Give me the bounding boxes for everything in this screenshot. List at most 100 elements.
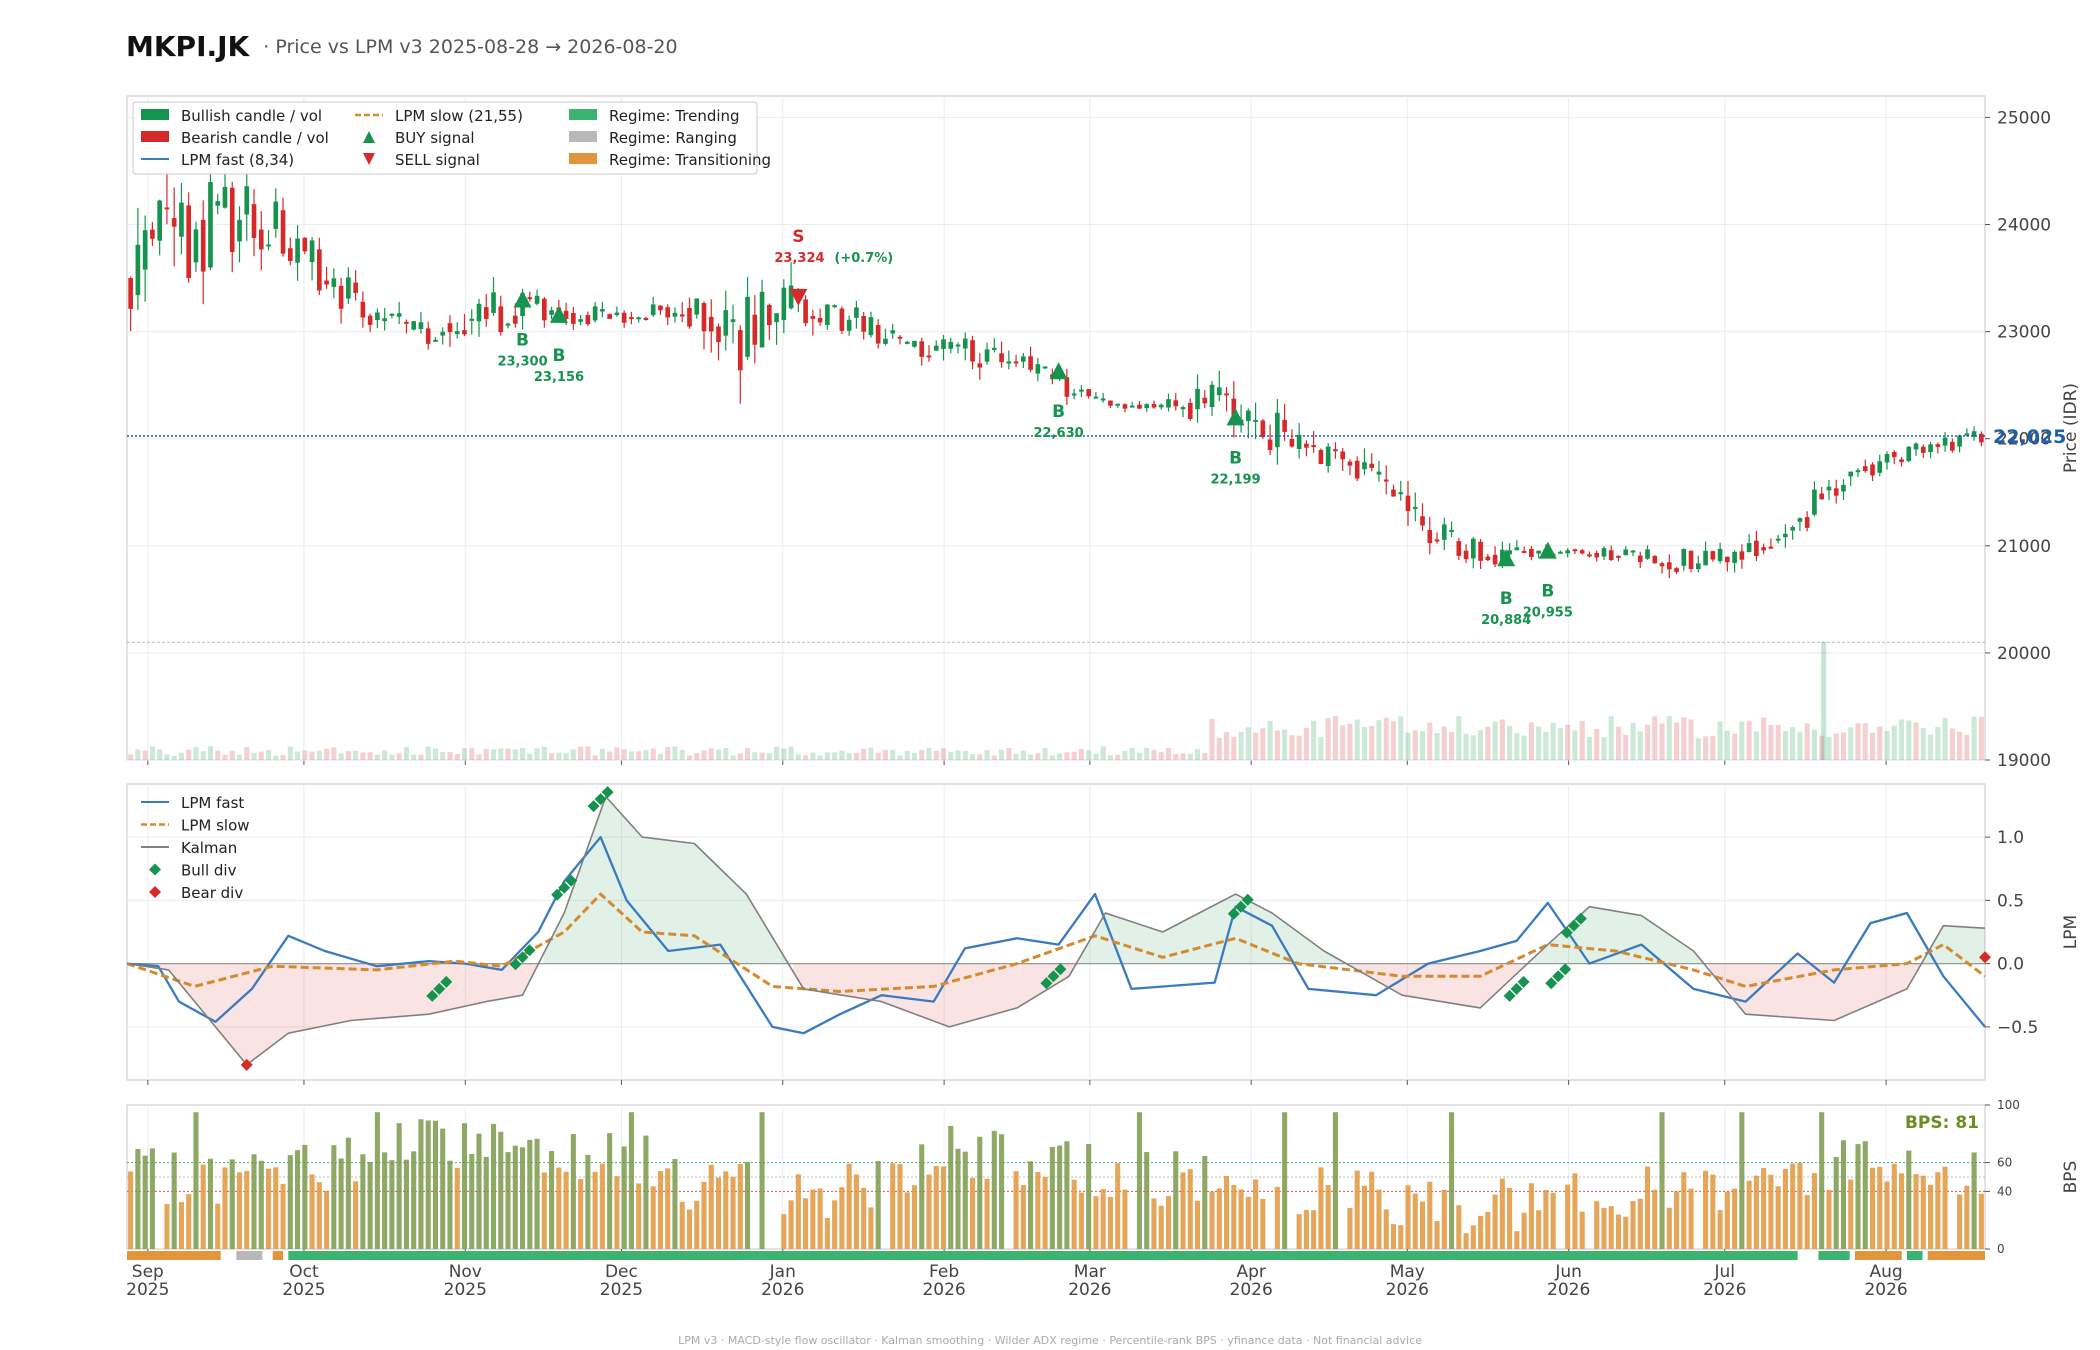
volume-bar xyxy=(1318,737,1324,760)
candle-body xyxy=(1151,404,1157,408)
volume-bar xyxy=(643,749,649,760)
volume-bar xyxy=(1165,748,1172,760)
candle-body xyxy=(716,326,721,343)
bps-bar xyxy=(382,1152,388,1249)
candle-body xyxy=(411,321,417,330)
candle-body xyxy=(1717,548,1723,562)
candle-body xyxy=(425,328,431,344)
bps-bar xyxy=(1659,1112,1665,1249)
bps-bar xyxy=(505,1152,511,1249)
bps-bar xyxy=(861,1187,867,1249)
candle-body xyxy=(774,313,779,323)
bull-divergence-marker xyxy=(594,793,607,806)
bps-bar xyxy=(904,1192,910,1249)
volume-bar xyxy=(287,746,293,760)
candle-body xyxy=(1761,547,1766,551)
candle-body xyxy=(498,306,504,333)
candle-body xyxy=(919,341,925,357)
candle-body xyxy=(788,285,794,309)
volume-bar xyxy=(1499,719,1505,760)
volume-bar xyxy=(657,753,663,760)
bps-bar xyxy=(374,1112,380,1249)
candle-body xyxy=(1928,444,1933,453)
volume-bar xyxy=(1369,725,1375,760)
candle-body xyxy=(1507,550,1512,555)
x-tick-label-month: Oct xyxy=(289,1262,319,1282)
bps-bar xyxy=(1296,1214,1302,1249)
volume-bar xyxy=(461,748,468,760)
x-tick-label-year: 2025 xyxy=(444,1280,487,1300)
bps-bar xyxy=(469,1153,475,1249)
candle-body xyxy=(302,237,308,252)
volume-bar xyxy=(1615,726,1622,760)
price-legend-label: Bullish candle / vol xyxy=(181,107,322,125)
bps-bar xyxy=(1035,1172,1041,1249)
bps-bar xyxy=(1158,1205,1164,1249)
bps-bar xyxy=(1456,1205,1462,1249)
bps-bar xyxy=(1115,1163,1121,1249)
candle-body xyxy=(1318,450,1324,465)
kalman-line xyxy=(126,795,1986,1066)
bps-bar xyxy=(1224,1175,1230,1249)
candle-body xyxy=(317,249,322,291)
volume-bar xyxy=(1202,752,1208,760)
x-tick-label-year: 2026 xyxy=(1547,1280,1590,1300)
bps-bar xyxy=(1652,1189,1658,1249)
bps-bar xyxy=(1724,1191,1730,1249)
bps-bar xyxy=(1971,1152,1977,1249)
candle-body xyxy=(1790,527,1795,531)
candle-body xyxy=(1754,540,1759,557)
buy-signal-price: 20,884 xyxy=(1481,613,1531,628)
x-tick-label-month: Nov xyxy=(449,1262,482,1282)
bps-bar xyxy=(1042,1176,1048,1249)
volume-bar xyxy=(969,754,976,760)
candle-body xyxy=(1572,549,1578,552)
candle-body xyxy=(1296,434,1302,450)
candle-body xyxy=(353,282,358,293)
volume-bar xyxy=(1935,727,1941,760)
candle-body xyxy=(1209,384,1215,408)
candle-body xyxy=(1405,495,1411,512)
volume-bar xyxy=(1913,722,1919,760)
volume-bar xyxy=(309,751,315,760)
volume-bar xyxy=(164,754,170,760)
bps-bar xyxy=(1884,1181,1890,1249)
volume-bar xyxy=(171,755,177,760)
volume-bar xyxy=(1035,753,1041,760)
candle-body xyxy=(237,219,242,242)
bps-bar xyxy=(1274,1186,1280,1249)
candle-body xyxy=(1144,404,1150,409)
candle-body xyxy=(1920,446,1926,453)
bps-bar xyxy=(1514,1231,1520,1249)
candle-body xyxy=(512,315,518,324)
bps-y-axis-label: BPS xyxy=(2061,1161,2081,1194)
bps-bar xyxy=(1717,1210,1723,1249)
volume-bar xyxy=(512,749,518,760)
bps-bar xyxy=(1064,1141,1070,1249)
last-price-label: 22,025 xyxy=(1993,426,2066,448)
volume-bar xyxy=(505,748,511,760)
lpm-slow-line xyxy=(126,892,1986,993)
bps-y-tick-label: 100 xyxy=(1997,1098,2020,1112)
volume-bar xyxy=(745,747,751,760)
volume-bar xyxy=(875,752,881,760)
candle-body xyxy=(273,201,279,229)
candle-body xyxy=(1783,533,1788,538)
volume-bar xyxy=(1398,716,1404,760)
candle-body xyxy=(1122,404,1128,409)
volume-bar xyxy=(1739,721,1745,760)
bps-bar xyxy=(1449,1112,1455,1249)
bps-bar xyxy=(295,1150,301,1249)
price-legend-label: Regime: Transitioning xyxy=(609,151,771,169)
candle-body xyxy=(810,316,816,319)
candle-body xyxy=(1804,517,1810,528)
lpm-legend-label: Bear div xyxy=(181,884,243,902)
bps-bar xyxy=(1383,1209,1389,1249)
bps-bar xyxy=(846,1163,852,1249)
volume-bar xyxy=(1821,642,1827,760)
bps-bar xyxy=(1710,1174,1716,1249)
candle-body xyxy=(1376,471,1382,475)
bull-divergence-marker xyxy=(1567,919,1580,932)
volume-bar xyxy=(469,748,475,760)
volume-bar xyxy=(1253,732,1259,760)
